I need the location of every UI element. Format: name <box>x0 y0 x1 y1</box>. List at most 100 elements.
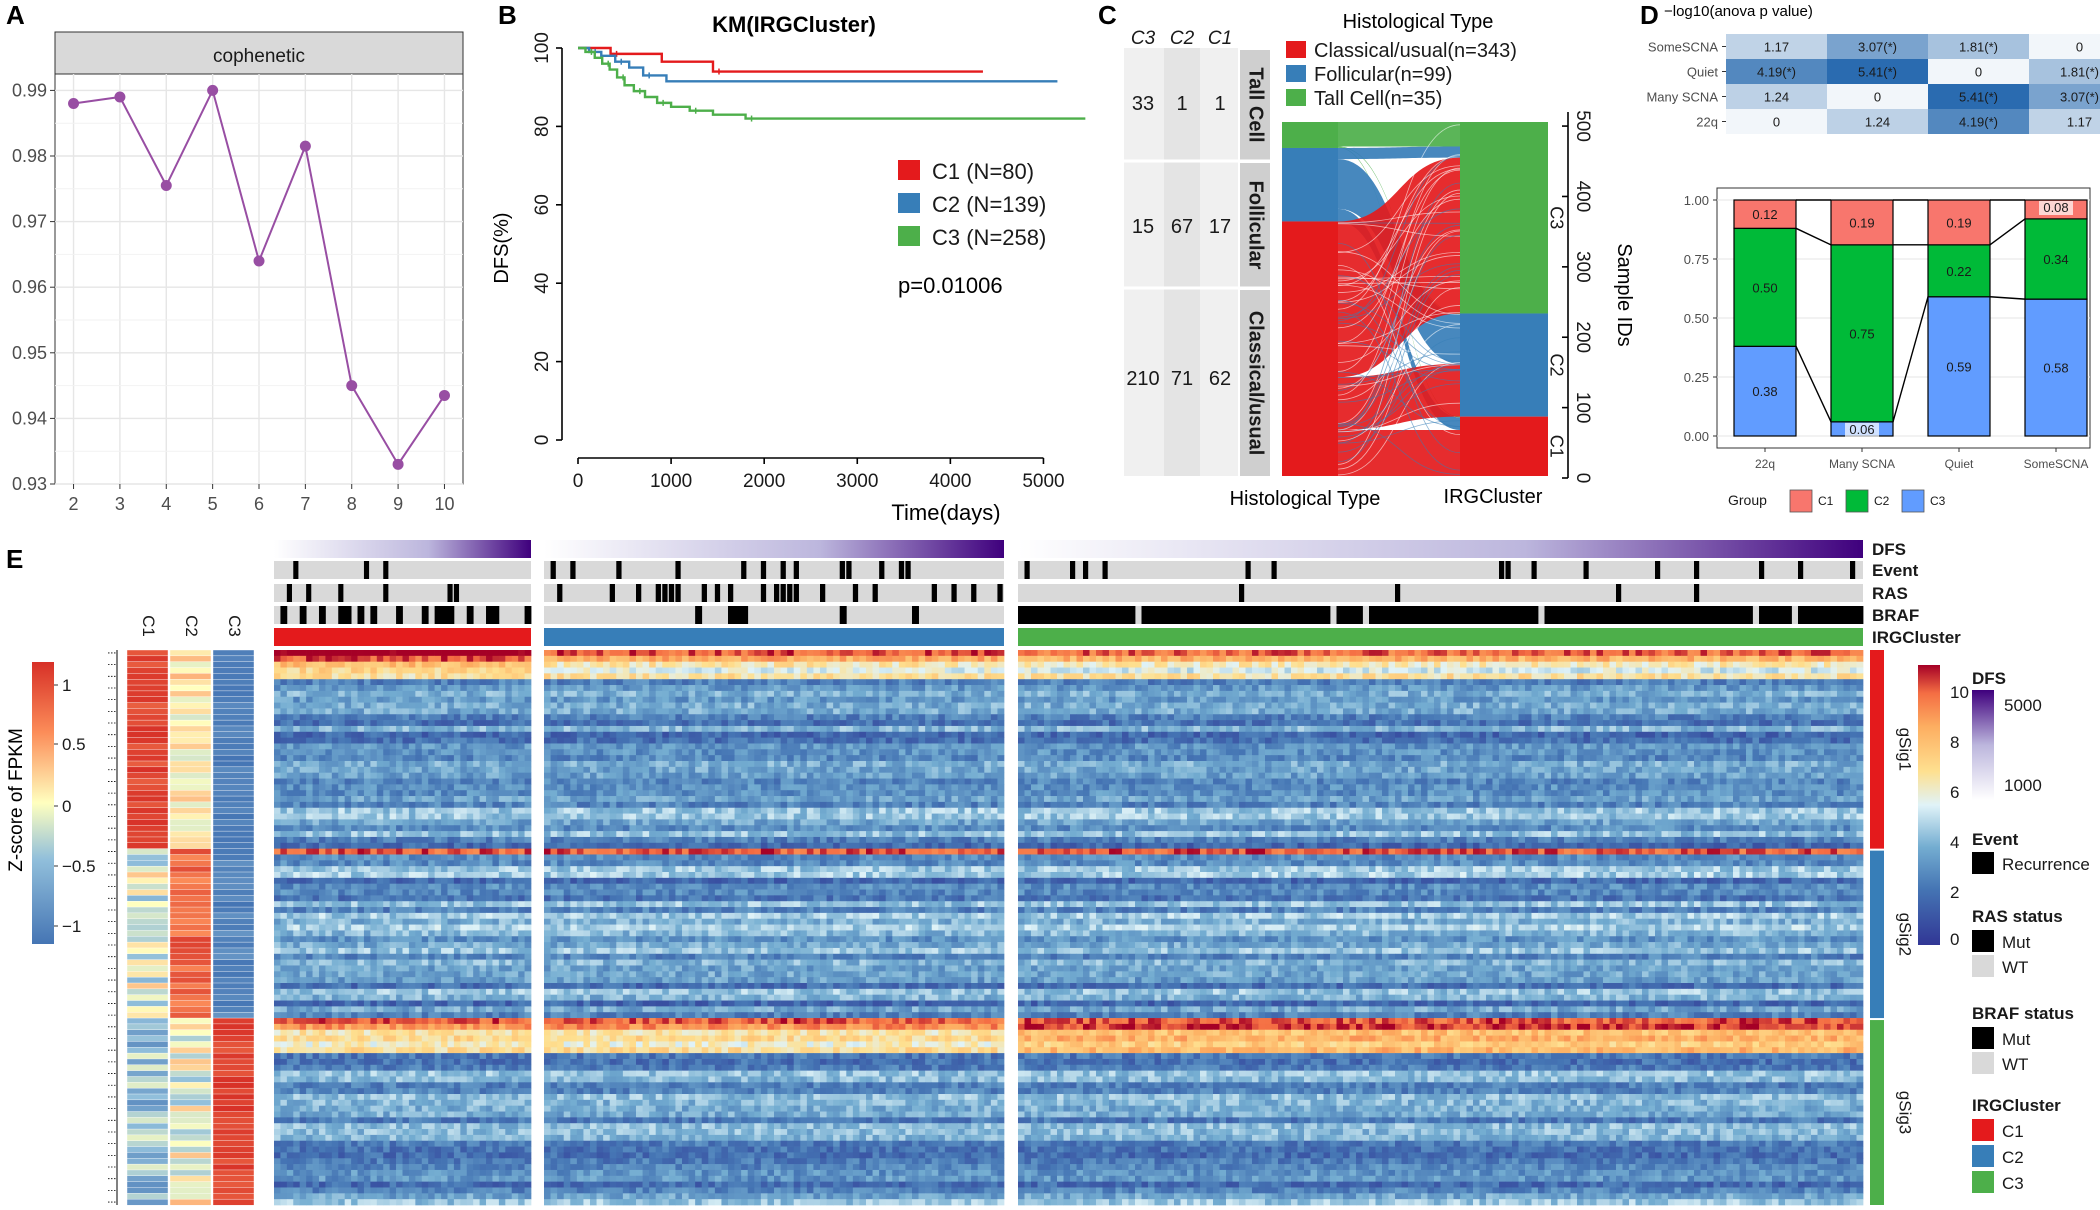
panel-e-heatmap-cell <box>518 895 525 901</box>
panel-e-heatmap-cell <box>525 1100 532 1106</box>
panel-e-heatmap-cell <box>358 825 365 831</box>
panel-e-heatmap-cell <box>345 662 352 668</box>
panel-e-heatmap-cell <box>383 843 390 849</box>
panel-e-heatmap-cell <box>486 831 493 837</box>
panel-e-heatmap-cell <box>325 1141 332 1147</box>
panel-e-heatmap-cell <box>447 890 454 896</box>
panel-e-heatmap-cell <box>460 743 467 749</box>
panel-e-heatmap-cell <box>512 948 519 954</box>
panel-e-heatmap-cell <box>403 1088 410 1094</box>
panel-e-heatmap-cell <box>313 814 320 820</box>
panel-e-heatmap-cell <box>505 849 512 855</box>
panel-e-heatmap-cell <box>274 1065 281 1071</box>
panel-e-mean-cell <box>213 1187 254 1193</box>
panel-e-heatmap-cell <box>287 697 294 703</box>
panel-e-heatmap-cell <box>313 989 320 995</box>
panel-e-heatmap-cell <box>319 1094 326 1100</box>
panel-c-cell-value: 1 <box>1176 93 1187 115</box>
panel-e-heatmap-cell <box>364 983 371 989</box>
panel-e-heatmap-cell <box>505 673 512 679</box>
panel-e-heatmap-cell <box>480 860 487 866</box>
panel-e-heatmap-cell <box>403 1135 410 1141</box>
panel-e-heatmap-cell <box>441 878 448 884</box>
panel-e-mean-cell <box>127 1187 168 1193</box>
panel-e-heatmap-cell <box>415 890 422 896</box>
panel-e-heatmap-cell <box>287 819 294 825</box>
panel-e-heatmap-cell <box>492 814 499 820</box>
panel-e-heatmap-cell <box>313 895 320 901</box>
panel-e-heatmap-cell <box>383 749 390 755</box>
panel-e-mean-cell <box>127 708 168 714</box>
panel-e-heatmap-cell <box>428 849 435 855</box>
panel-e-heatmap-cell <box>512 673 519 679</box>
panel-e-heatmap-cell <box>306 1001 313 1007</box>
panel-e-heatmap-cell <box>390 1123 397 1129</box>
panel-e-mean-cell <box>213 965 254 971</box>
panel-e-heatmap-cell <box>325 995 332 1001</box>
panel-e-heatmap-cell <box>473 1059 480 1065</box>
panel-e-heatmap-cell <box>422 925 429 931</box>
panel-e-braf-mark <box>1837 606 1844 624</box>
panel-e-heatmap-cell <box>358 831 365 837</box>
panel-c-sample-axis: 0100200300400500 <box>1562 110 1593 483</box>
panel-e-heatmap-cell <box>287 825 294 831</box>
panel-e-heatmap-cell <box>525 1088 532 1094</box>
panel-e-heatmap-cell <box>454 1030 461 1036</box>
panel-e-heatmap-cell <box>319 743 326 749</box>
panel-e-heatmap-cell <box>512 819 519 825</box>
panel-e-mean-cell <box>213 866 254 872</box>
panel-e-heatmap-cell <box>435 1001 442 1007</box>
panel-e-heatmap-cell <box>313 1152 320 1158</box>
panel-e-heatmap-cell <box>486 1088 493 1094</box>
panel-e-heatmap-cell <box>370 726 377 732</box>
panel-e-heatmap-cell <box>396 1041 403 1047</box>
panel-e-heatmap-cell <box>415 878 422 884</box>
panel-e-braf-mark <box>1038 606 1045 624</box>
panel-e-heatmap-cell <box>499 1082 506 1088</box>
panel-e-heatmap-cell <box>480 784 487 790</box>
panel-e-heatmap-cell <box>486 673 493 679</box>
panel-e-heatmap-cell <box>319 954 326 960</box>
panel-e-heatmap-cell <box>422 1193 429 1199</box>
panel-e-heatmap-cell <box>280 1018 287 1024</box>
panel-e-heatmap-cell <box>325 720 332 726</box>
panel-e-heatmap-cell <box>512 767 519 773</box>
panel-e-heatmap-cell <box>435 1199 442 1205</box>
panel-e-heatmap-cell <box>293 738 300 744</box>
panel-e-heatmap-cell <box>396 1094 403 1100</box>
panel-e-mean-cell <box>127 1065 168 1071</box>
panel-e-heatmap-cell <box>377 1065 384 1071</box>
panel-e-heatmap-cell <box>467 983 474 989</box>
panel-e-heatmap-cell <box>396 808 403 814</box>
panel-e-heatmap-cell <box>306 1112 313 1118</box>
panel-e-heatmap-cell <box>325 977 332 983</box>
panel-d-bar-segment-label: 0.38 <box>1752 384 1777 399</box>
panel-e-heatmap-cell <box>525 890 532 896</box>
panel-e-braf-mark <box>1259 606 1266 624</box>
panel-e-heatmap-cell <box>396 1129 403 1135</box>
panel-e-heatmap-cell <box>300 761 307 767</box>
panel-e-heatmap-cell <box>325 942 332 948</box>
panel-e-heatmap-cell <box>338 1199 345 1205</box>
panel-e-heatmap-cell <box>370 919 377 925</box>
panel-e-heatmap-cell <box>518 965 525 971</box>
panel-e-heatmap-cell <box>351 1170 358 1176</box>
panel-e-braf-mark <box>1194 606 1201 624</box>
panel-d-heatmap: SomeSCNA 1.17 3.07(*) 1.81(*) 0Quiet 4.19(*) 5… <box>1646 34 2100 134</box>
panel-e-heatmap-cell <box>441 884 448 890</box>
panel-e-mean-cell <box>170 930 211 936</box>
panel-e-heatmap-cell <box>358 872 365 878</box>
panel-e-heatmap-cell <box>435 837 442 843</box>
panel-e-heatmap-cell <box>912 650 919 656</box>
panel-e-heatmap-cell <box>345 1164 352 1170</box>
panel-e-heatmap-cell <box>467 1082 474 1088</box>
panel-e-heatmap-cell <box>358 977 365 983</box>
panel-e-heatmap-cell <box>447 1012 454 1018</box>
panel-e-heatmap-cell <box>332 1024 339 1030</box>
panel-e-braf-mark <box>1018 606 1025 624</box>
panel-e-heatmap-cell <box>377 1170 384 1176</box>
panel-e-heatmap-cell <box>570 656 577 662</box>
panel-e-heatmap-cell <box>480 1187 487 1193</box>
panel-e-heatmap-cell <box>338 1123 345 1129</box>
panel-e-heatmap-cell <box>403 1141 410 1147</box>
